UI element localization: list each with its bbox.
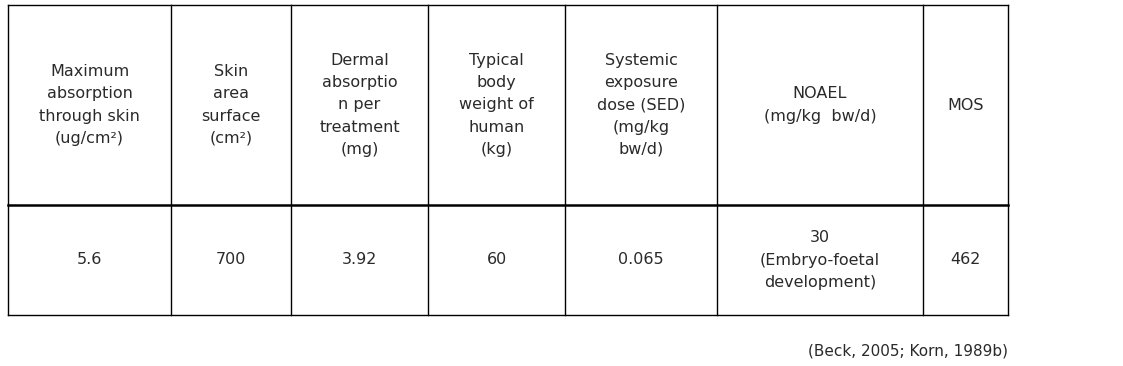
Text: Maximum
absorption
through skin
(ug/cm²): Maximum absorption through skin (ug/cm²)	[39, 64, 140, 146]
Text: 0.065: 0.065	[618, 253, 664, 268]
Text: 700: 700	[216, 253, 246, 268]
Text: 462: 462	[950, 253, 980, 268]
Text: 5.6: 5.6	[76, 253, 102, 268]
Text: NOAEL
(mg/kg  bw/d): NOAEL (mg/kg bw/d)	[764, 86, 876, 124]
Text: Typical
body
weight of
human
(kg): Typical body weight of human (kg)	[459, 53, 533, 157]
Text: MOS: MOS	[947, 97, 984, 112]
Text: (Beck, 2005; Korn, 1989b): (Beck, 2005; Korn, 1989b)	[809, 343, 1008, 358]
Text: 30
(Embryo-foetal
development): 30 (Embryo-foetal development)	[760, 230, 880, 290]
Text: Systemic
exposure
dose (SED)
(mg/kg
bw/d): Systemic exposure dose (SED) (mg/kg bw/d…	[596, 53, 685, 157]
Text: 3.92: 3.92	[341, 253, 377, 268]
Text: Skin
area
surface
(cm²): Skin area surface (cm²)	[201, 64, 261, 146]
Text: Dermal
absorptio
n per
treatment
(mg): Dermal absorptio n per treatment (mg)	[319, 53, 400, 157]
Text: 60: 60	[486, 253, 506, 268]
